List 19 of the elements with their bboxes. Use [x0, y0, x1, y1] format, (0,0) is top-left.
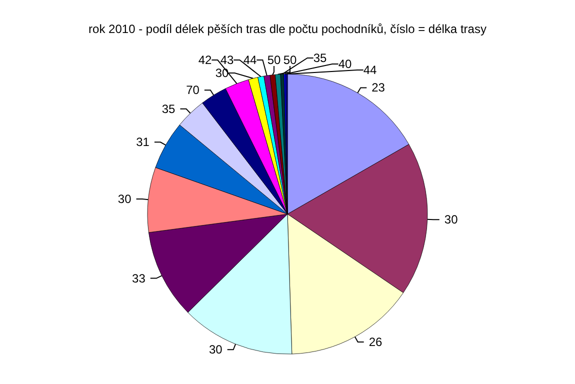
slice-label: 30: [215, 66, 229, 80]
slice-label: 50: [283, 53, 297, 67]
slice-label: 42: [198, 53, 212, 67]
slice-label: 30: [118, 192, 132, 206]
slice-label: 26: [368, 335, 383, 350]
slice-label: 30: [444, 212, 458, 227]
slice-label: 31: [136, 135, 150, 150]
chart-title: rok 2010 - podíl délek pěších tras dle počtu pochodníků, číslo = délka trasy: [88, 22, 486, 36]
slice-label: 23: [372, 80, 386, 95]
slice-label: 35: [162, 102, 176, 116]
slice-label: 35: [313, 51, 327, 65]
slice-label: 44: [363, 63, 377, 77]
slice-label: 50: [267, 53, 281, 67]
slice-label: 70: [186, 83, 200, 98]
slice-label: 40: [338, 57, 352, 71]
slice-label: 44: [243, 53, 257, 67]
slice-label: 33: [132, 271, 146, 286]
slice-label: 43: [220, 53, 234, 67]
slice-label: 30: [208, 342, 223, 357]
